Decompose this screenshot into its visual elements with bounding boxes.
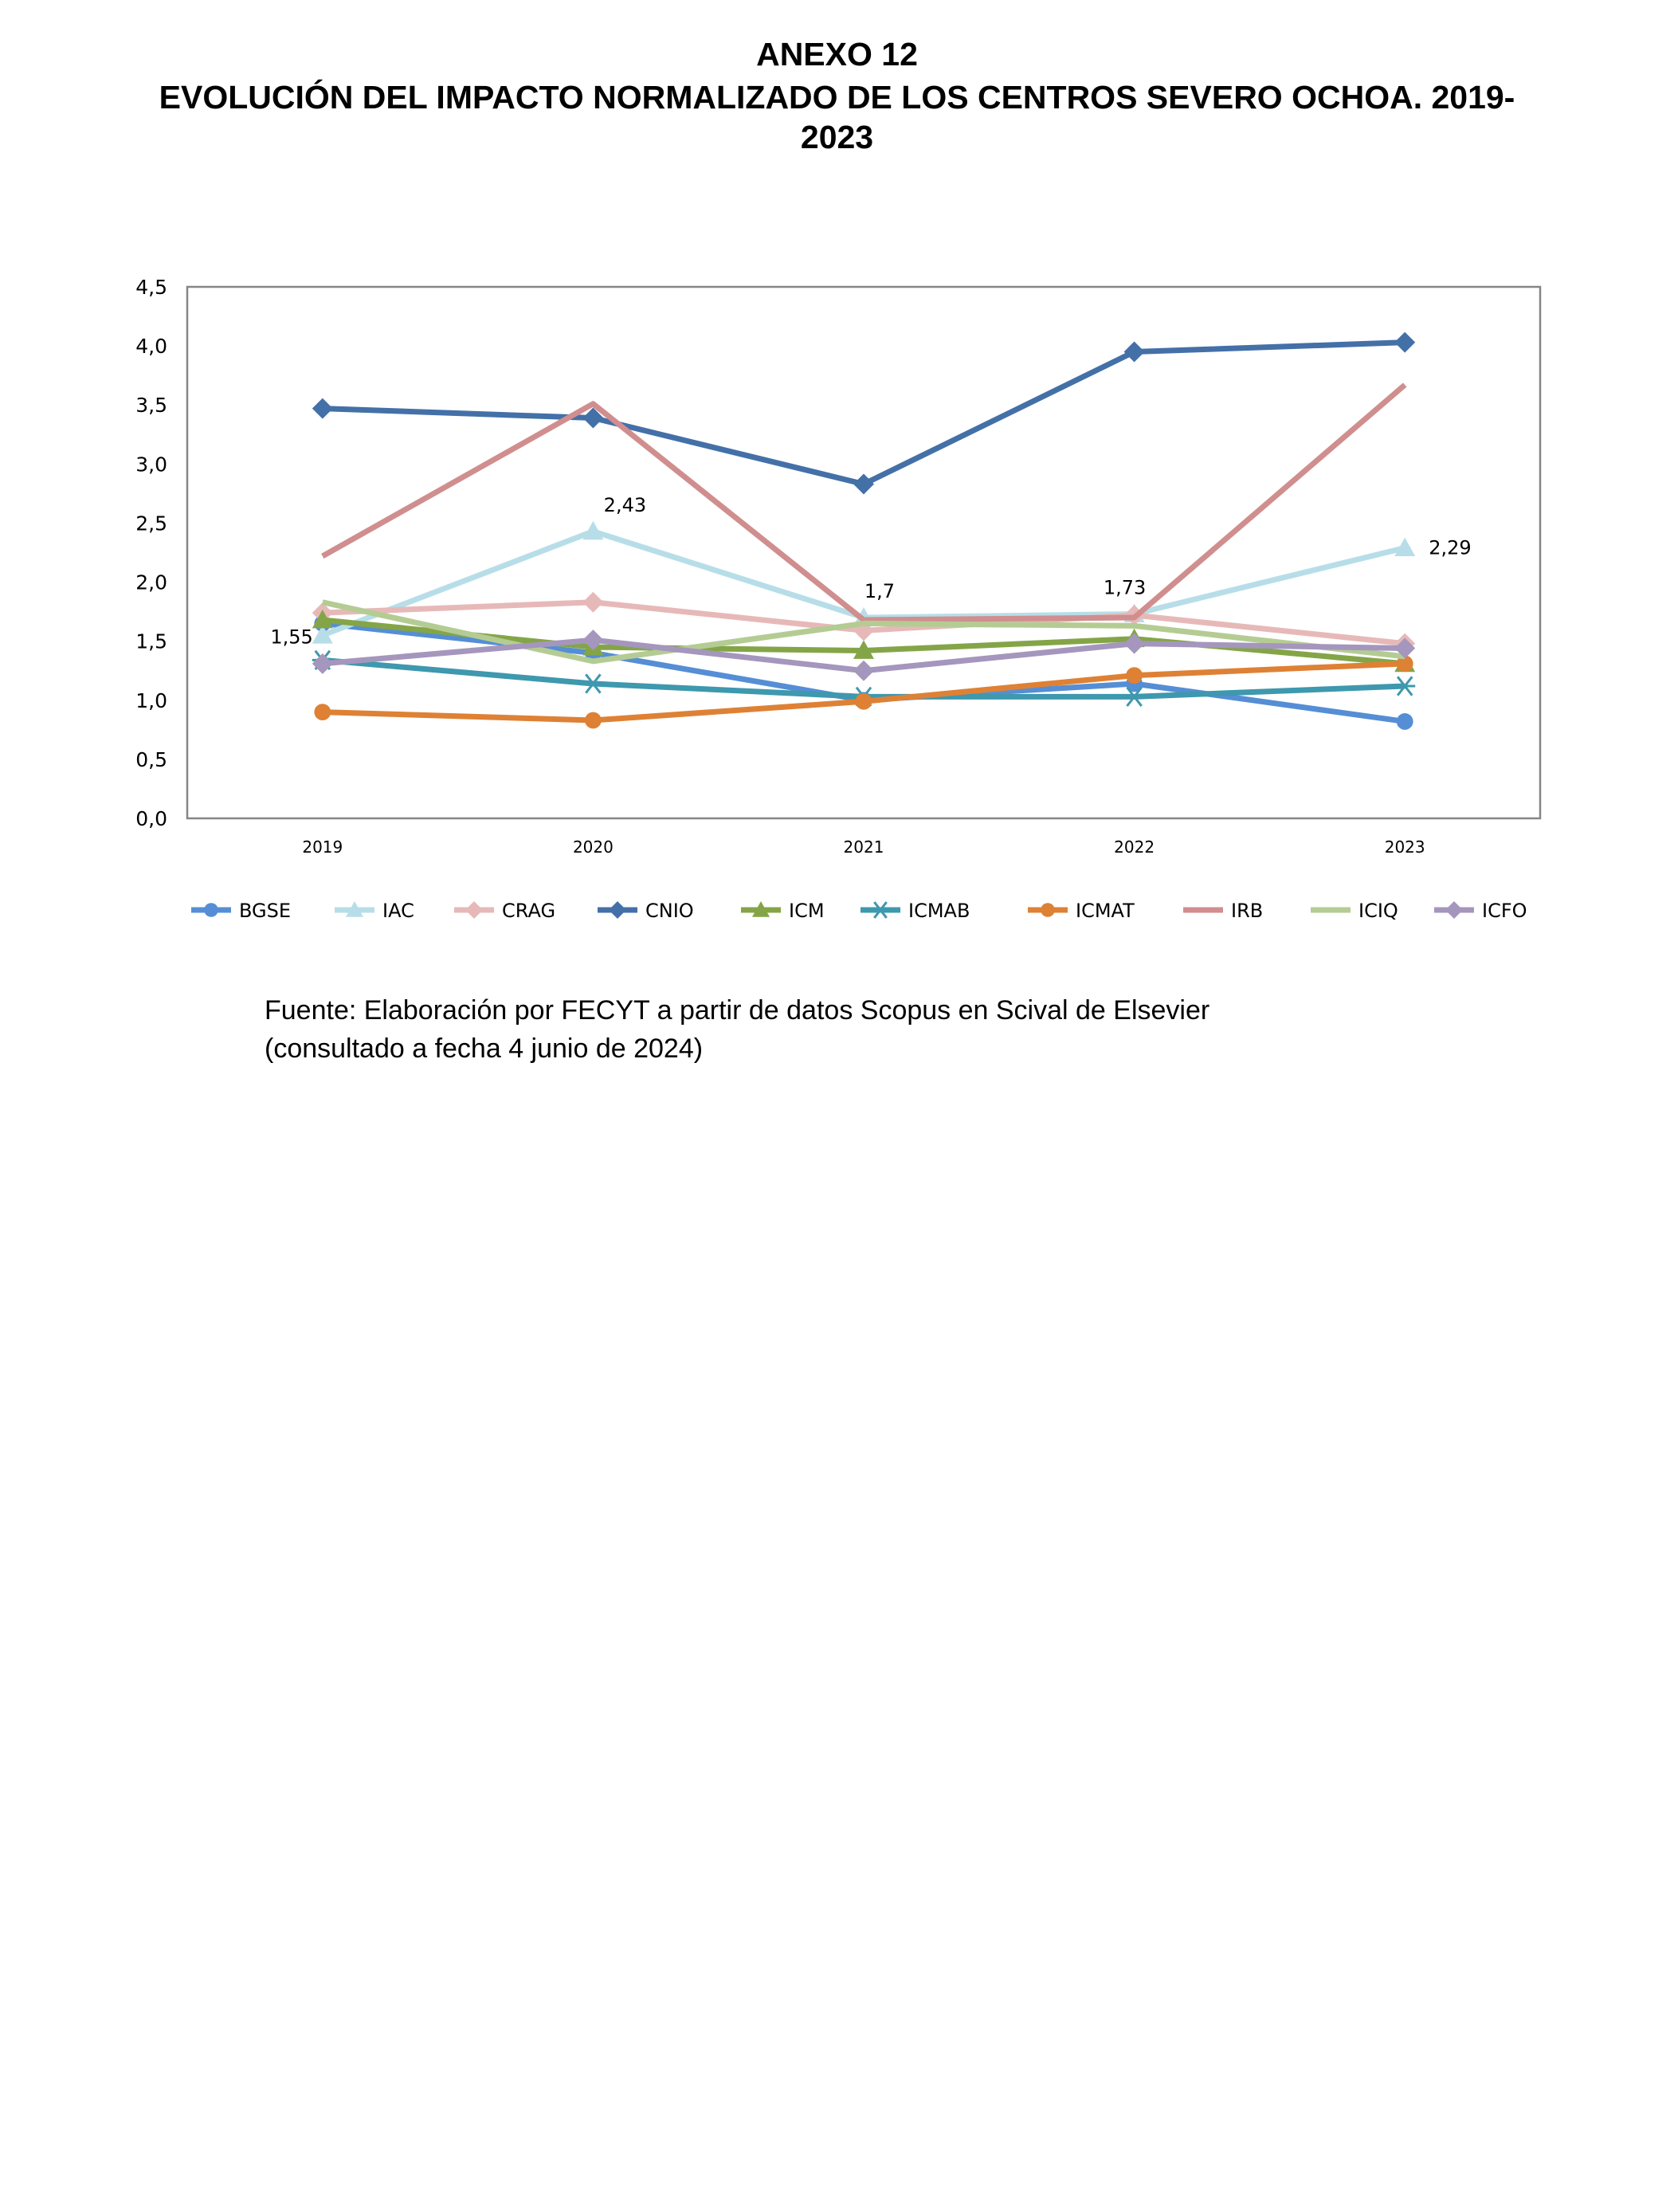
data-point-icmab [582, 673, 604, 694]
legend-label: IAC [382, 900, 414, 922]
legend-marker [752, 901, 770, 917]
data-point-crag [582, 591, 604, 613]
annex-number: ANEXO 12 [756, 36, 918, 73]
data-point-icfo [853, 660, 874, 681]
legend-item-iac: IAC [335, 900, 414, 922]
y-tick-label: 2,0 [135, 571, 167, 594]
data-label: 1,7 [864, 580, 895, 602]
legend-marker [346, 901, 363, 917]
data-point-icfo [1394, 637, 1416, 659]
y-tick-label: 0,5 [135, 748, 167, 771]
legend-label: ICIQ [1358, 900, 1398, 922]
legend-label: CRAG [502, 900, 555, 922]
y-tick-label: 4,5 [135, 276, 167, 299]
series-irb [321, 382, 1407, 623]
page-title-continued: 2023 [800, 119, 874, 155]
data-point-icfo [1123, 633, 1145, 654]
legend-item-irb: IRB [1183, 900, 1263, 922]
data-point-icmat [585, 712, 602, 729]
data-point-icm [312, 609, 333, 629]
series-line-irb [321, 382, 1407, 623]
series-icmat [314, 655, 1413, 729]
x-tick-label: 2022 [1114, 837, 1155, 857]
series-cnio [312, 331, 1416, 495]
y-tick-label: 1,5 [135, 630, 167, 653]
data-point-icmab [1123, 686, 1145, 707]
y-tick-label: 3,0 [135, 453, 167, 476]
data-point-icmat [1396, 655, 1413, 673]
data-point-cnio [1123, 341, 1145, 363]
data-point-cnio [853, 473, 874, 495]
legend-label: IRB [1231, 900, 1263, 922]
series-icfo [312, 629, 1416, 681]
series-line-iciq [322, 599, 1405, 665]
data-label: 1,73 [1104, 577, 1146, 599]
y-tick-label: 3,5 [135, 394, 167, 417]
x-tick-label: 2020 [573, 837, 614, 857]
plot-area [186, 285, 1542, 820]
source-note: Fuente: Elaboración por FECYT a partir d… [265, 995, 1210, 1026]
x-tick-label: 2023 [1385, 837, 1425, 857]
legend-item-icmab: ICMAB [861, 900, 970, 922]
data-point-cnio [1394, 331, 1416, 353]
y-tick-label: 0,0 [135, 807, 167, 830]
data-point-icmat [314, 704, 331, 720]
legend-marker [1445, 901, 1463, 919]
y-tick-label: 4,0 [135, 335, 167, 358]
legend-item-icmat: ICMAT [1028, 900, 1135, 922]
data-label: 1,55 [270, 626, 312, 648]
y-tick-label: 2,5 [135, 512, 167, 535]
x-tick-label: 2019 [302, 837, 343, 857]
legend-marker [465, 901, 483, 919]
source-note-date: (consultado a fecha 4 junio de 2024) [265, 1033, 704, 1064]
data-point-icm [853, 640, 874, 659]
legend-label: ICM [789, 900, 825, 922]
data-point-icfo [312, 653, 333, 674]
series-crag [312, 591, 1416, 654]
x-tick-label: 2021 [844, 837, 884, 857]
legend-label: BGSE [239, 900, 291, 922]
data-point-iac [582, 520, 604, 540]
data-point-icmat [1126, 667, 1143, 684]
legend: BGSE IAC CRAG CNIO ICM ICMAB ICMAT IRB ICIQ ICFO [191, 900, 1527, 922]
data-point-cnio [312, 398, 333, 419]
legend-item-iciq: ICIQ [1311, 900, 1398, 922]
line-chart: 0,0 0,5 1,0 1,5 2,0 2,5 3,0 3,5 4,0 4,5 2019 2020 20… [135, 276, 1542, 922]
legend-item-bgse: BGSE [191, 900, 291, 922]
data-label: 2,43 [604, 494, 646, 516]
legend-marker [1041, 903, 1055, 917]
legend-item-icm: ICM [741, 900, 825, 922]
data-point-iac [1394, 537, 1416, 556]
legend-item-icfo: ICFO [1434, 900, 1527, 922]
series-iciq [322, 599, 1405, 665]
legend-label: CNIO [645, 900, 694, 922]
page-title: EVOLUCIÓN DEL IMPACTO NORMALIZADO DE LOS… [159, 79, 1515, 116]
data-point-icfo [582, 629, 604, 651]
legend-item-crag: CRAG [454, 900, 555, 922]
data-point-icmab [1394, 676, 1416, 696]
legend-marker [204, 903, 218, 917]
y-tick-label: 1,0 [135, 689, 167, 712]
legend-label: ICFO [1482, 900, 1527, 922]
data-point-icmat [855, 692, 872, 710]
data-point-cnio [582, 407, 604, 429]
data-point-bgse [1396, 713, 1413, 730]
legend-item-cnio: CNIO [598, 900, 694, 922]
legend-label: ICMAT [1076, 900, 1135, 922]
legend-marker [609, 901, 626, 919]
data-point-iac [312, 625, 333, 644]
legend-marker [872, 901, 889, 919]
data-label: 2,29 [1429, 537, 1471, 559]
legend-label: ICMAB [908, 900, 970, 922]
